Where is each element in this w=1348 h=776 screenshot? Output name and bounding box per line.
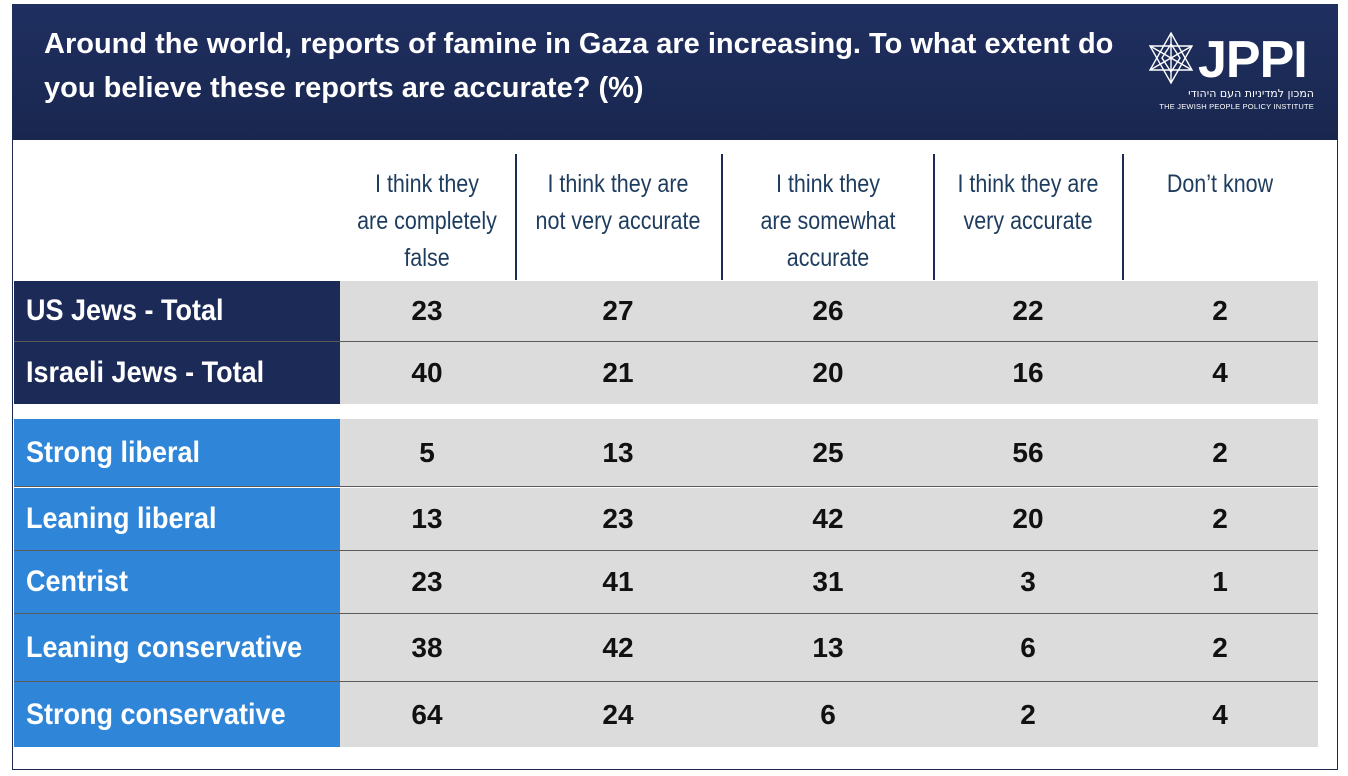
table-cell: 2 <box>1212 632 1228 663</box>
column-header-line: very accurate <box>963 207 1093 235</box>
table-cell: 42 <box>812 503 844 534</box>
column-header-line: I think they <box>776 170 880 198</box>
table-cell: 23 <box>411 295 443 326</box>
table-cell: 5 <box>419 437 435 468</box>
header-banner <box>12 4 1338 140</box>
column-header-line: I think they are <box>547 170 689 198</box>
column-header: Don’t know <box>1138 166 1301 278</box>
row-divider <box>14 486 1318 487</box>
table-cell: 6 <box>1020 632 1036 663</box>
table-cell: 4 <box>1212 699 1228 730</box>
column-header-line: accurate <box>786 244 870 272</box>
star-of-david-icon <box>1148 31 1194 85</box>
column-separator <box>721 154 723 280</box>
table-cell: 24 <box>602 699 634 730</box>
logo-english-tagline: THE JEWISH PEOPLE POLICY INSTITUTE <box>1159 102 1314 111</box>
row-divider <box>14 341 1318 342</box>
row-cells-background <box>340 488 1318 550</box>
column-header-line: are completely <box>357 207 497 235</box>
table-cell: 2 <box>1212 295 1228 326</box>
jppi-logo: JPPI המכון למדיניות העם היהודי THE JEWIS… <box>1146 30 1316 120</box>
row-label-text: Centrist <box>26 565 129 598</box>
column-header: I think they are very accurate <box>947 166 1109 278</box>
table-cell: 23 <box>411 566 443 597</box>
table-cell: 64 <box>411 699 443 730</box>
row-cells-background <box>340 281 1318 341</box>
row-cells-background <box>340 682 1318 747</box>
table-cell: 2 <box>1020 699 1036 730</box>
table-cell: 6 <box>820 699 836 730</box>
table-cell: 2 <box>1212 437 1228 468</box>
row-label-text: Leaning liberal <box>26 502 217 535</box>
table-cell: 21 <box>602 357 634 388</box>
table-cell: 20 <box>812 357 844 388</box>
table-cell: 27 <box>602 295 634 326</box>
row-label: Leaning conservative <box>14 614 340 681</box>
column-header-line: not very accurate <box>535 207 701 235</box>
table-cell: 25 <box>812 437 844 468</box>
table-cell: 1 <box>1212 566 1228 597</box>
column-header-line: I think they are <box>957 170 1099 198</box>
column-separator <box>515 154 517 280</box>
table-cell: 31 <box>812 566 844 597</box>
row-label: Centrist <box>14 551 340 613</box>
table-cell: 38 <box>411 632 443 663</box>
table-cell: 26 <box>812 295 844 326</box>
column-header-line: false <box>404 244 450 272</box>
row-cells-background <box>340 342 1318 404</box>
row-label: Strong liberal <box>14 419 340 486</box>
column-separator <box>1122 154 1124 280</box>
table-cell: 13 <box>411 503 443 534</box>
logo-wordmark: JPPI <box>1198 31 1308 89</box>
table-cell: 40 <box>411 357 443 388</box>
column-header: I think they are not very accurate <box>529 166 706 278</box>
table-cell: 42 <box>602 632 634 663</box>
row-label-text: US Jews - Total <box>26 294 224 327</box>
table-cell: 56 <box>1012 437 1044 468</box>
row-label-text: Strong liberal <box>26 435 201 469</box>
column-header-line: I think they <box>375 170 479 198</box>
row-cells-background <box>340 614 1318 681</box>
table-cell: 20 <box>1012 503 1044 534</box>
row-label: Leaning liberal <box>14 488 340 550</box>
table-cell: 3 <box>1020 566 1036 597</box>
column-separator <box>933 154 935 280</box>
table-cell: 16 <box>1012 357 1044 388</box>
table-cell: 13 <box>602 437 634 468</box>
table-cell: 2 <box>1212 503 1228 534</box>
table-cell: 4 <box>1212 357 1228 388</box>
column-header: I think they are completely false <box>351 166 502 278</box>
row-label: Strong conservative <box>14 682 340 747</box>
row-label-text: Leaning conservative <box>26 630 303 664</box>
row-cells-background <box>340 551 1318 613</box>
table-cell: 22 <box>1012 295 1044 326</box>
row-label-text: Israeli Jews - Total <box>26 356 265 389</box>
chart-title: Around the world, reports of famine in G… <box>44 28 1114 104</box>
column-header-line: are somewhat <box>760 207 896 235</box>
row-divider <box>14 613 1318 614</box>
row-label: US Jews - Total <box>14 281 340 341</box>
table-cell: 13 <box>812 632 844 663</box>
column-header: I think they are somewhat accurate <box>738 166 919 278</box>
table-cell: 41 <box>602 566 634 597</box>
row-divider <box>14 550 1318 551</box>
table-cell: 23 <box>602 503 634 534</box>
row-label-text: Strong conservative <box>26 697 286 731</box>
row-label: Israeli Jews - Total <box>14 342 340 404</box>
row-divider <box>14 681 1318 682</box>
row-cells-background <box>340 419 1318 486</box>
column-header-line: Don’t know <box>1166 170 1274 198</box>
logo-hebrew-tagline: המכון למדיניות העם היהודי <box>1188 87 1314 100</box>
